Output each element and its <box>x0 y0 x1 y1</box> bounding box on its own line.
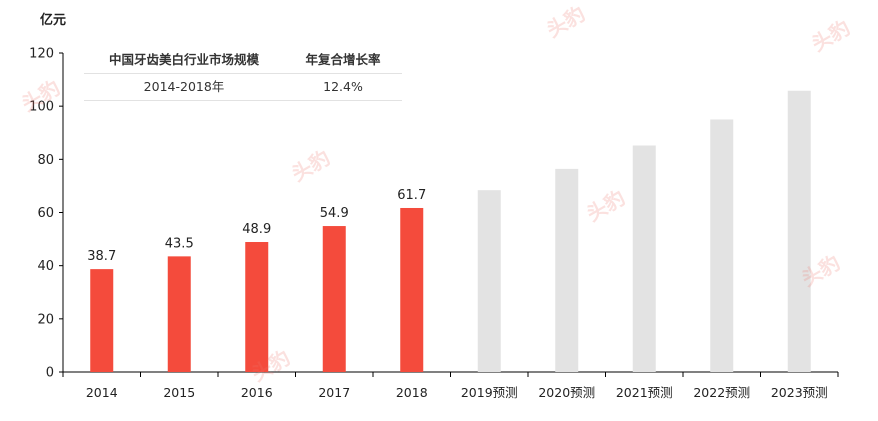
x-tick-label: 2017 <box>318 385 350 400</box>
bar <box>400 207 424 372</box>
x-tick-label: 2022预测 <box>693 385 750 400</box>
x-tick-label: 2021预测 <box>616 385 673 400</box>
x-tick-label: 2015 <box>163 385 195 400</box>
cagr-value: 12.4% <box>323 79 363 94</box>
y-tick-label: 0 <box>46 366 54 381</box>
cagr-header-rate: 年复合增长率 <box>305 52 381 67</box>
x-tick-label: 2020预测 <box>538 385 595 400</box>
y-tick-label: 120 <box>29 47 54 62</box>
cagr-table-row: 2014-2018年 12.4% <box>84 74 402 101</box>
x-tick-label: 2023预测 <box>771 385 828 400</box>
forecast-bar <box>787 90 811 372</box>
data-label: 43.5 <box>165 236 194 251</box>
x-tick-label: 2014 <box>86 385 118 400</box>
bar <box>245 242 269 372</box>
y-axis-unit-label: 亿元 <box>40 13 67 28</box>
cagr-table-header: 中国牙齿美白行业市场规模 年复合增长率 <box>84 47 402 74</box>
cagr-period: 2014-2018年 <box>143 79 225 94</box>
y-tick-label: 80 <box>37 153 54 168</box>
cagr-header-market: 中国牙齿美白行业市场规模 <box>108 52 259 67</box>
forecast-bar <box>710 119 734 372</box>
forecast-bar <box>555 168 579 372</box>
bar <box>322 226 346 372</box>
y-tick-label: 40 <box>37 259 54 274</box>
y-tick-label: 60 <box>37 206 54 221</box>
data-label: 38.7 <box>87 249 116 264</box>
bar <box>167 256 191 372</box>
data-label: 61.7 <box>397 188 426 203</box>
cagr-table: 中国牙齿美白行业市场规模 年复合增长率 2014-2018年 12.4% <box>84 47 402 101</box>
y-tick-label: 20 <box>37 312 54 327</box>
y-tick-label: 100 <box>29 100 54 115</box>
x-tick-label: 2016 <box>241 385 273 400</box>
forecast-bar <box>632 145 656 372</box>
data-label: 54.9 <box>320 206 349 221</box>
data-label: 48.9 <box>242 222 271 237</box>
forecast-bar <box>477 190 501 372</box>
x-tick-label: 2019预测 <box>461 385 518 400</box>
bar <box>90 269 114 372</box>
x-tick-label: 2018 <box>396 385 428 400</box>
